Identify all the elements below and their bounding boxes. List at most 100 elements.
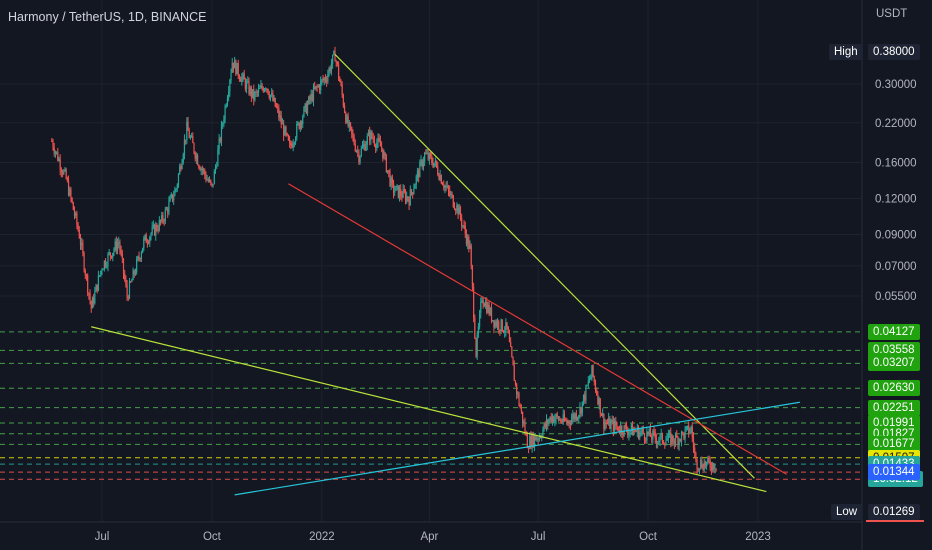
candle-body xyxy=(187,121,189,132)
candle-body xyxy=(655,438,658,444)
candle-body xyxy=(95,284,97,292)
candle-body xyxy=(320,80,322,91)
candle-body xyxy=(177,174,180,185)
level-price-badge: 0.02251 xyxy=(868,399,920,416)
candle-body xyxy=(279,115,281,118)
candle-body xyxy=(304,103,306,108)
candle-body xyxy=(467,237,469,245)
candle-body xyxy=(254,92,256,100)
candle-body xyxy=(194,152,196,159)
candle-body xyxy=(124,273,126,280)
candle-body xyxy=(137,256,139,260)
candle-body xyxy=(608,418,610,424)
candle-body xyxy=(532,434,534,447)
candle-body xyxy=(250,87,252,97)
candle-body xyxy=(519,404,521,409)
candle-body xyxy=(575,413,577,420)
candle-body xyxy=(615,421,617,426)
candle-body xyxy=(183,139,186,155)
candle-body xyxy=(591,365,593,377)
candle-body xyxy=(668,432,671,434)
candle-body xyxy=(673,441,675,444)
time-axis[interactable]: Jul Oct 2022 Apr Jul Oct 2023 xyxy=(95,531,771,543)
candle-body xyxy=(196,155,199,165)
price-axis[interactable]: 0.30000 0.22000 0.16000 0.12000 0.09000 0.070… xyxy=(866,79,924,522)
candle-body xyxy=(625,425,628,431)
candle-body xyxy=(99,275,101,277)
candle-body xyxy=(363,144,365,147)
candle-body xyxy=(305,103,307,114)
time-tick-label: 2023 xyxy=(745,531,771,543)
level-price-badge: 0.03207 xyxy=(868,355,920,372)
candle-body xyxy=(557,416,560,421)
candle-body xyxy=(158,220,160,231)
candle-body xyxy=(533,436,536,447)
candle-body xyxy=(590,376,592,380)
candle-body xyxy=(407,196,409,200)
candle-body xyxy=(310,93,312,100)
candle-body xyxy=(612,420,615,431)
candle-body xyxy=(535,436,537,441)
candle-body xyxy=(464,225,466,234)
candle-body xyxy=(297,122,299,125)
candle-body xyxy=(645,439,647,441)
candle-body xyxy=(59,159,61,170)
candle-body xyxy=(498,321,500,330)
candle-body xyxy=(537,438,539,440)
candle-body xyxy=(708,457,710,462)
candle-body xyxy=(419,161,421,178)
candle-body xyxy=(186,121,188,140)
candle-body xyxy=(371,131,373,138)
candle-body xyxy=(275,106,278,108)
candle-body xyxy=(337,64,340,78)
candle-body xyxy=(55,151,58,153)
candle-body xyxy=(572,414,574,419)
candle-body xyxy=(586,385,588,387)
candle-body xyxy=(629,430,631,433)
candle-body xyxy=(131,280,133,282)
candle-body xyxy=(672,435,674,442)
candle-body xyxy=(79,238,82,245)
candle-body xyxy=(82,242,84,254)
candle-body xyxy=(431,156,433,163)
trendlines[interactable] xyxy=(91,54,800,496)
candle-body xyxy=(441,183,444,186)
candle-body xyxy=(455,209,457,211)
candle-body xyxy=(262,88,264,92)
candle-body xyxy=(318,85,321,91)
candle-body xyxy=(611,420,613,423)
candle-body xyxy=(659,435,661,441)
candle-body xyxy=(114,241,116,250)
candle-body xyxy=(648,428,650,435)
candle-body xyxy=(211,183,213,186)
candle-body xyxy=(293,142,295,144)
currency-label: USDT xyxy=(876,8,908,20)
candle-body xyxy=(489,307,491,315)
candle-body xyxy=(553,416,555,423)
candle-body xyxy=(424,153,426,162)
candle-body xyxy=(412,192,414,195)
candle-body xyxy=(245,82,248,89)
candle-body xyxy=(140,252,143,260)
candle-body xyxy=(587,380,589,386)
candle-body xyxy=(229,80,231,92)
candle-body xyxy=(151,226,153,234)
candle-body xyxy=(138,256,140,259)
candle-body xyxy=(330,64,333,72)
candle-body xyxy=(698,468,701,470)
candle-body xyxy=(531,434,533,448)
candle-body xyxy=(89,294,91,302)
candle-body xyxy=(605,423,607,425)
candle-body xyxy=(255,91,257,93)
candle-body xyxy=(606,423,609,425)
candle-body xyxy=(627,430,629,436)
candle-body xyxy=(651,436,653,440)
candle-body xyxy=(316,86,318,88)
candle-body xyxy=(510,341,512,348)
candle-body xyxy=(395,185,397,191)
candle-body xyxy=(514,380,517,384)
candle-body xyxy=(518,393,520,405)
candle-body xyxy=(332,54,334,65)
candle-body xyxy=(149,236,151,243)
